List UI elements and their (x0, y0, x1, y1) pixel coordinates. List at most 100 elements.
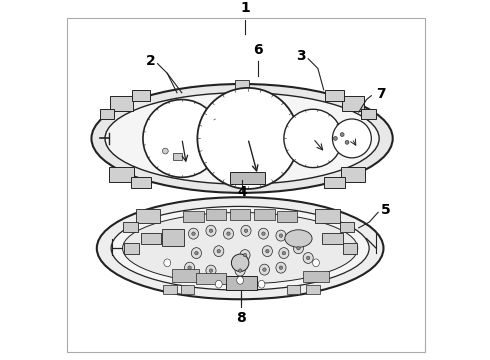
FancyBboxPatch shape (342, 96, 364, 111)
Ellipse shape (332, 119, 371, 158)
Ellipse shape (259, 264, 270, 275)
FancyBboxPatch shape (361, 109, 376, 120)
Ellipse shape (258, 228, 269, 239)
Ellipse shape (209, 269, 213, 273)
Ellipse shape (284, 109, 342, 168)
Ellipse shape (122, 212, 358, 284)
FancyBboxPatch shape (124, 243, 139, 253)
Ellipse shape (111, 206, 369, 290)
Bar (172, 269, 199, 282)
Ellipse shape (162, 148, 168, 154)
FancyBboxPatch shape (254, 209, 274, 220)
FancyBboxPatch shape (276, 211, 297, 221)
Text: 2: 2 (146, 54, 156, 68)
Text: 1: 1 (240, 1, 250, 15)
Ellipse shape (263, 268, 266, 271)
Bar (303, 271, 329, 282)
Ellipse shape (262, 246, 272, 257)
Text: 6: 6 (253, 43, 263, 57)
Ellipse shape (306, 256, 310, 260)
Ellipse shape (185, 262, 195, 273)
Bar (163, 285, 177, 294)
Ellipse shape (223, 228, 234, 239)
Bar (230, 172, 266, 184)
Ellipse shape (237, 276, 244, 284)
FancyBboxPatch shape (132, 90, 150, 101)
Bar (225, 276, 257, 290)
Ellipse shape (262, 232, 265, 235)
FancyBboxPatch shape (235, 80, 249, 90)
Ellipse shape (243, 253, 247, 257)
Text: 7: 7 (376, 87, 386, 101)
Ellipse shape (217, 249, 220, 253)
Ellipse shape (189, 228, 198, 239)
Ellipse shape (192, 232, 195, 235)
Ellipse shape (188, 266, 192, 269)
Ellipse shape (313, 259, 319, 267)
Text: 3: 3 (296, 49, 306, 63)
Ellipse shape (231, 254, 249, 271)
Ellipse shape (105, 93, 379, 184)
FancyBboxPatch shape (100, 109, 114, 120)
FancyBboxPatch shape (123, 221, 138, 232)
Ellipse shape (214, 246, 224, 257)
Ellipse shape (143, 100, 220, 177)
FancyBboxPatch shape (131, 177, 151, 188)
FancyBboxPatch shape (322, 233, 343, 244)
Ellipse shape (206, 265, 216, 276)
Bar (181, 285, 195, 294)
FancyBboxPatch shape (340, 221, 354, 232)
FancyBboxPatch shape (316, 209, 340, 224)
FancyBboxPatch shape (183, 211, 204, 221)
Bar (196, 273, 225, 284)
Ellipse shape (206, 225, 216, 236)
Ellipse shape (266, 249, 269, 253)
FancyBboxPatch shape (109, 167, 134, 182)
Ellipse shape (279, 234, 283, 237)
Bar (173, 153, 182, 160)
Ellipse shape (282, 251, 286, 255)
Ellipse shape (239, 269, 242, 273)
Ellipse shape (345, 140, 349, 144)
Ellipse shape (294, 243, 303, 254)
Text: 5: 5 (381, 203, 391, 217)
Ellipse shape (297, 247, 300, 250)
FancyBboxPatch shape (341, 167, 365, 182)
Bar (287, 285, 300, 294)
FancyBboxPatch shape (343, 243, 357, 253)
FancyBboxPatch shape (141, 233, 161, 244)
Ellipse shape (209, 229, 213, 233)
Ellipse shape (303, 252, 313, 264)
Text: 4: 4 (237, 185, 247, 199)
Ellipse shape (192, 248, 201, 258)
Ellipse shape (241, 225, 251, 236)
Ellipse shape (216, 280, 222, 288)
Ellipse shape (92, 84, 392, 193)
Ellipse shape (333, 136, 337, 140)
FancyBboxPatch shape (162, 229, 184, 246)
Ellipse shape (276, 230, 286, 241)
FancyBboxPatch shape (324, 177, 344, 188)
Ellipse shape (164, 259, 171, 267)
Ellipse shape (340, 132, 344, 136)
FancyBboxPatch shape (206, 209, 226, 220)
Ellipse shape (195, 251, 198, 255)
FancyBboxPatch shape (230, 209, 250, 220)
Bar (306, 285, 320, 294)
Ellipse shape (97, 197, 384, 299)
Ellipse shape (279, 248, 289, 258)
Ellipse shape (285, 230, 312, 247)
Ellipse shape (240, 249, 250, 261)
Ellipse shape (197, 88, 298, 189)
Bar (67, 18, 425, 352)
Ellipse shape (279, 266, 283, 269)
FancyBboxPatch shape (136, 209, 160, 224)
FancyBboxPatch shape (325, 90, 343, 101)
Ellipse shape (258, 280, 265, 288)
Text: 8: 8 (236, 311, 246, 325)
FancyBboxPatch shape (110, 96, 133, 111)
Ellipse shape (276, 262, 286, 273)
Ellipse shape (235, 265, 245, 276)
Ellipse shape (244, 229, 248, 233)
Ellipse shape (227, 232, 230, 235)
